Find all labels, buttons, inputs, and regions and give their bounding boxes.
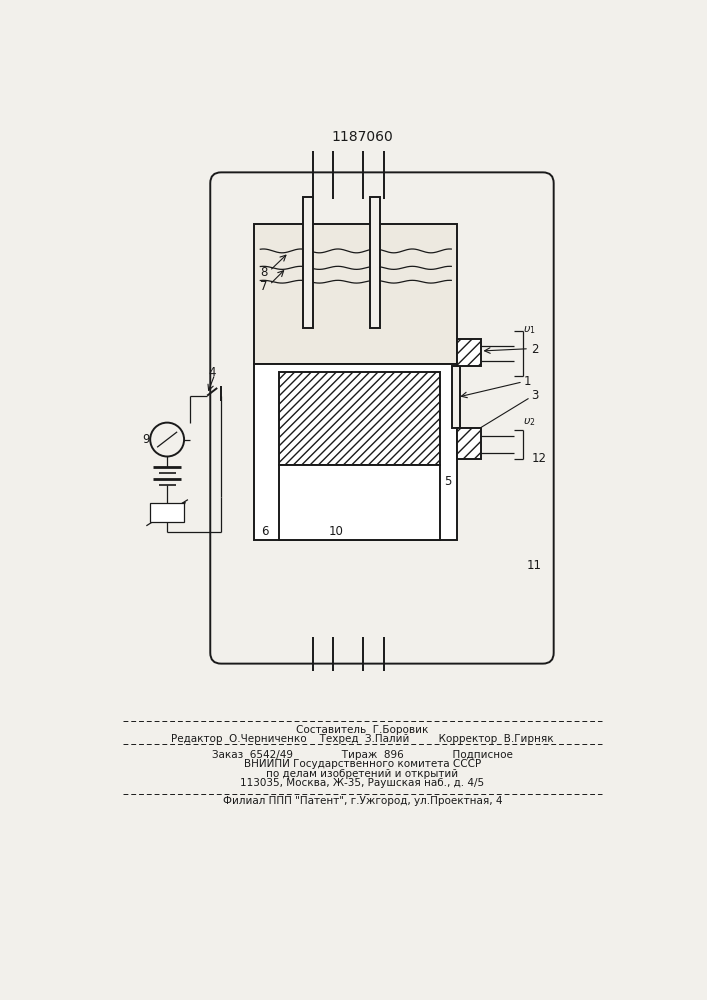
- Text: Заказ  6542/49               Тираж  896               Подписное: Заказ 6542/49 Тираж 896 Подписное: [212, 750, 513, 760]
- Text: 10: 10: [329, 525, 344, 538]
- Text: 6: 6: [261, 525, 269, 538]
- Text: 9: 9: [143, 433, 150, 446]
- Bar: [452, 366, 460, 428]
- Text: ВНИИПИ Государственного комитета СССР: ВНИИПИ Государственного комитета СССР: [244, 759, 481, 769]
- Bar: [303, 197, 312, 328]
- Text: 2: 2: [532, 343, 539, 356]
- Text: $υ_{2}$: $υ_{2}$: [523, 416, 535, 428]
- Text: 4: 4: [208, 366, 216, 379]
- Bar: [457, 428, 481, 459]
- Text: Составитель  Г.Боровик: Составитель Г.Боровик: [296, 725, 428, 735]
- Bar: [254, 364, 457, 540]
- Bar: [279, 465, 440, 540]
- Bar: [279, 372, 440, 465]
- Text: 12: 12: [460, 356, 474, 366]
- Text: 5: 5: [444, 475, 452, 488]
- Bar: [457, 339, 481, 366]
- Text: по делам изобретений и открытий: по делам изобретений и открытий: [267, 769, 458, 779]
- Text: 12: 12: [532, 452, 547, 465]
- Text: 113035, Москва, Ж-35, Раушская наб., д. 4/5: 113035, Москва, Ж-35, Раушская наб., д. …: [240, 778, 484, 788]
- Bar: [150, 503, 184, 522]
- Bar: [370, 197, 380, 328]
- Bar: [254, 224, 457, 364]
- Text: Филиал ППП "Патент", г.Ужгород, ул.Проектная, 4: Филиал ППП "Патент", г.Ужгород, ул.Проек…: [223, 796, 502, 806]
- Text: 1: 1: [524, 375, 531, 388]
- Text: Редактор  О.Черниченко    Техред  З.Палий         Корректор  В.Гирняк: Редактор О.Черниченко Техред З.Палий Кор…: [171, 734, 554, 744]
- Text: 8: 8: [260, 266, 268, 279]
- Text: 7: 7: [260, 280, 268, 293]
- Text: $υ_{1}$: $υ_{1}$: [523, 324, 536, 336]
- Text: 11: 11: [527, 559, 542, 572]
- Text: 3: 3: [532, 389, 539, 402]
- Text: 1187060: 1187060: [331, 130, 393, 144]
